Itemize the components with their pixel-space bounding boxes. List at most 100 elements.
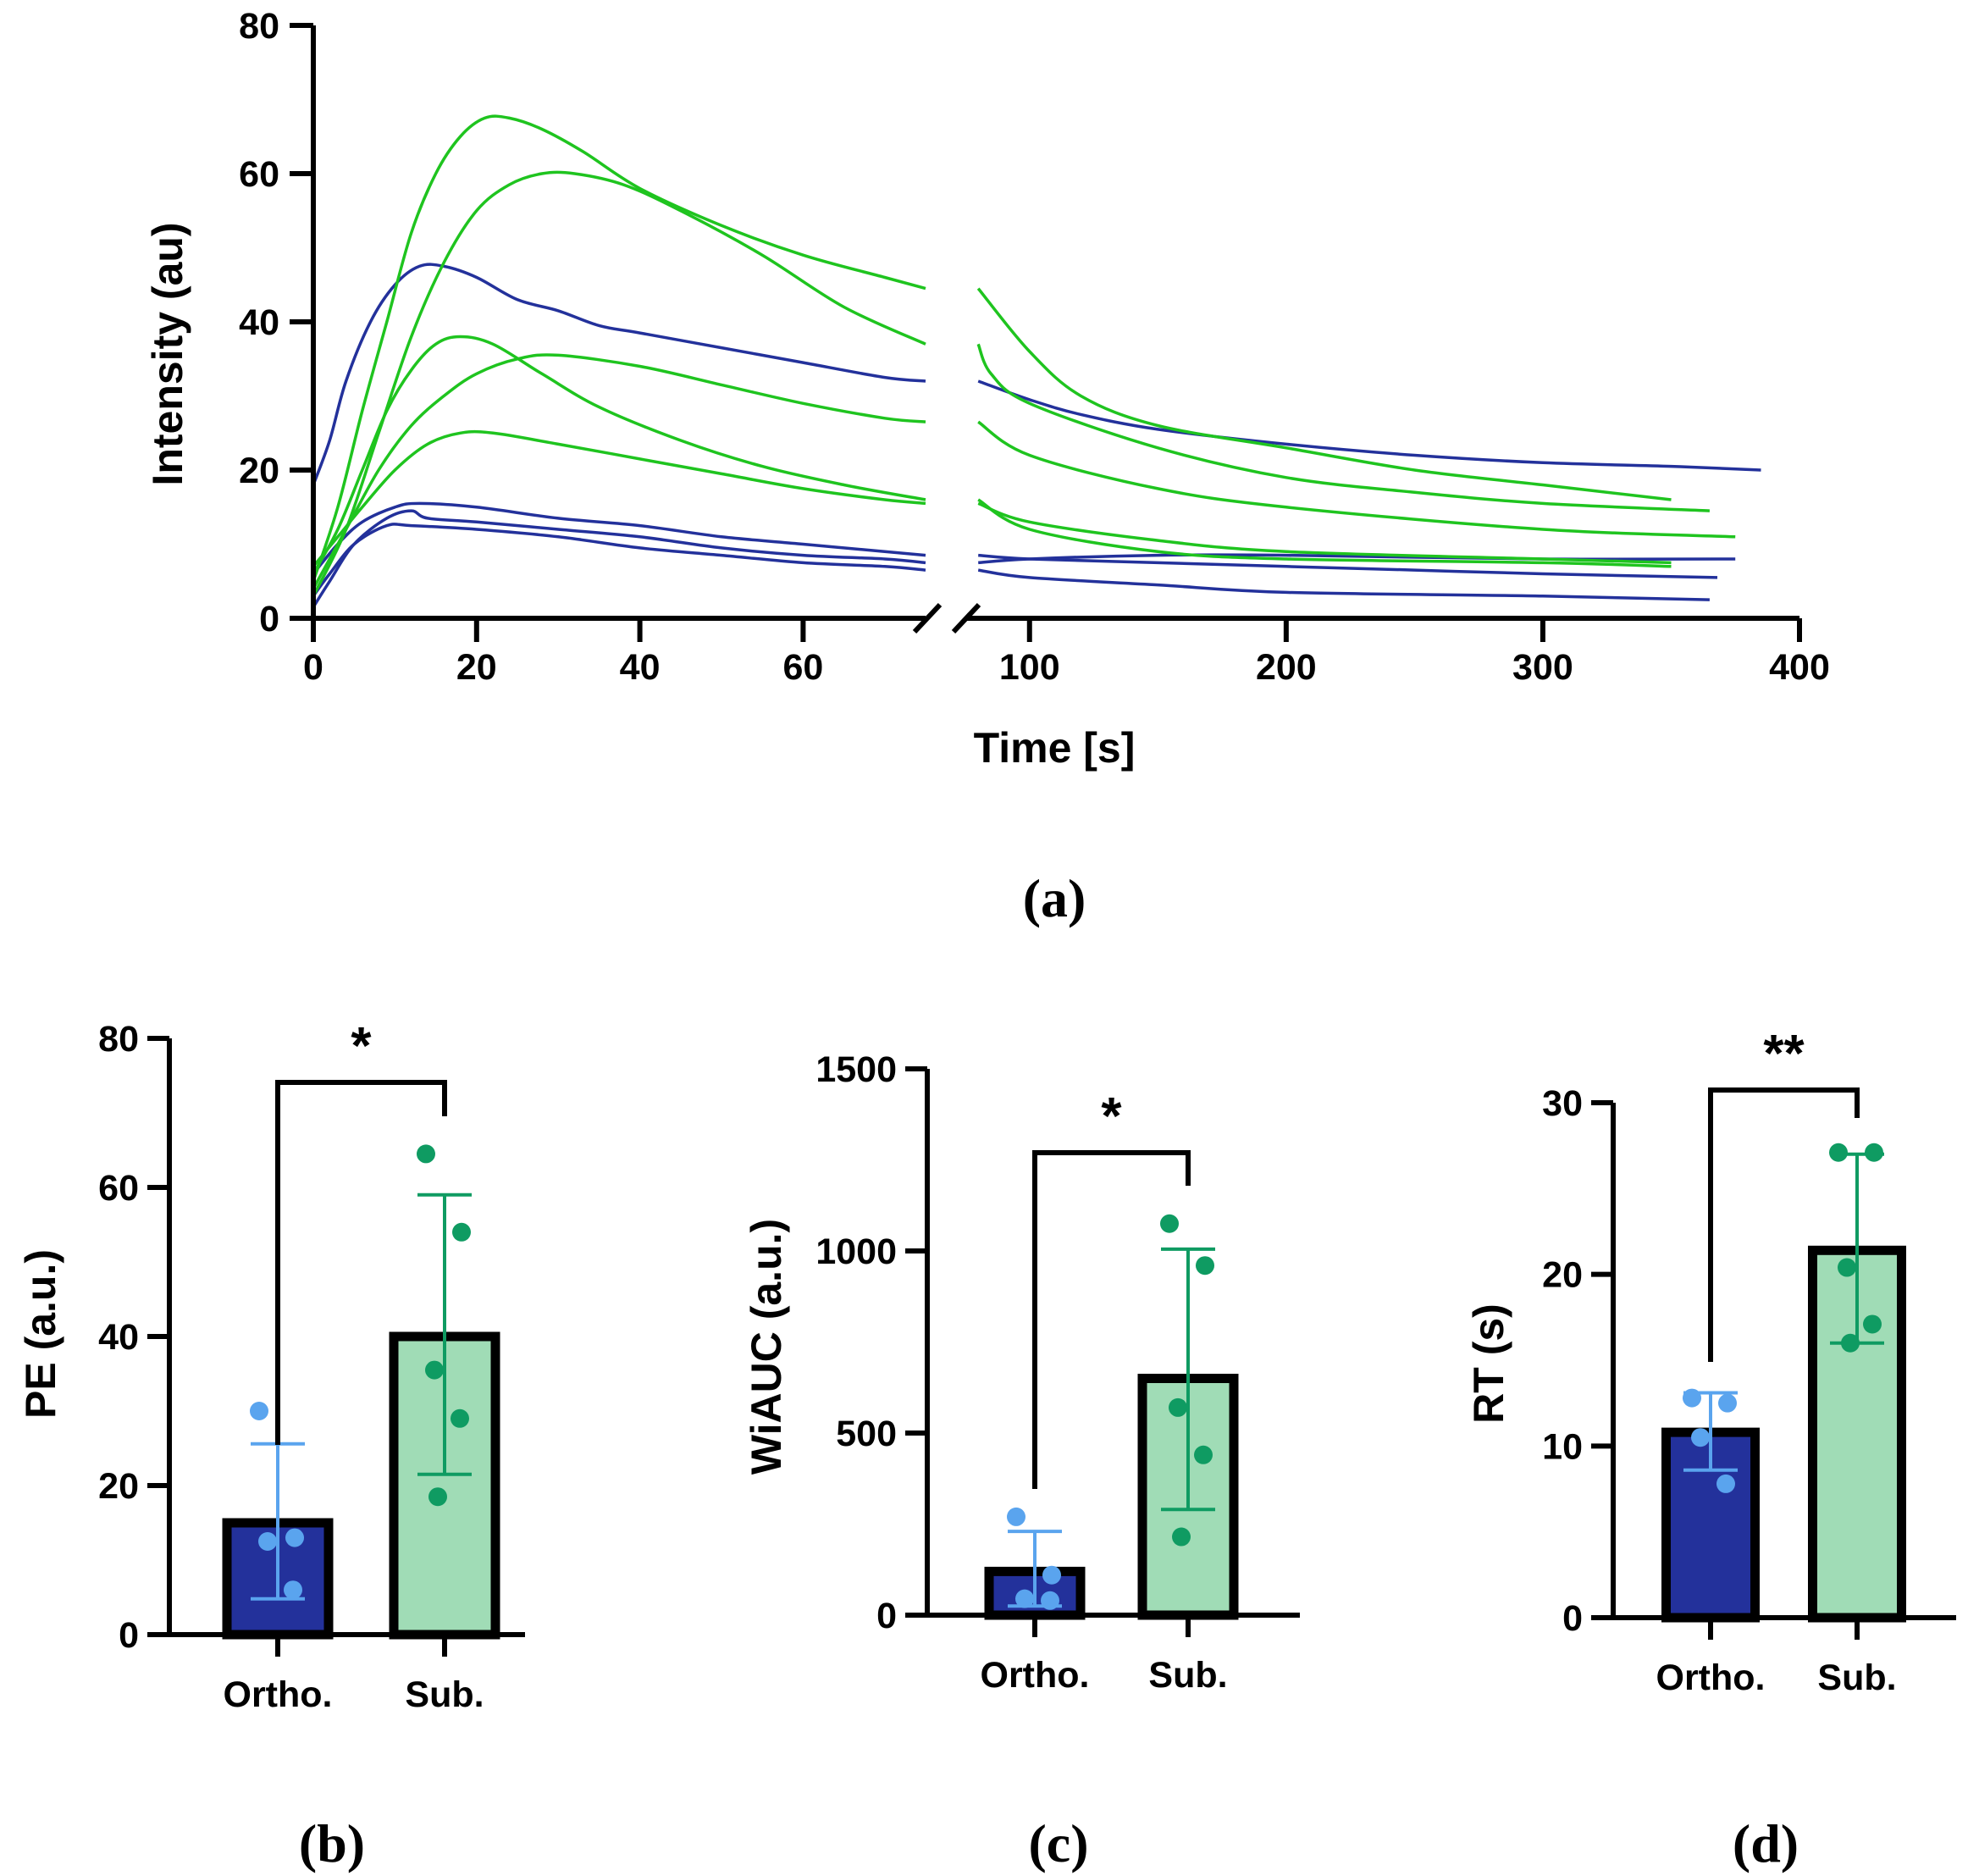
x-tick-label: Sub. (405, 1674, 484, 1715)
y-tick-label: 40 (98, 1317, 139, 1358)
y-tick-label: 80 (98, 1019, 139, 1060)
y-tick-label: 10 (1542, 1426, 1583, 1467)
data-point (1169, 1397, 1187, 1417)
significance-bracket (275, 1080, 447, 1445)
data-point (1841, 1333, 1860, 1353)
y-axis-label: WiAUC (a.u.) (743, 1219, 790, 1475)
series-6-segment-1-line (312, 170, 926, 597)
data-point (1042, 1565, 1061, 1585)
x-tick-label: Sub. (1817, 1657, 1896, 1698)
data-point (1683, 1388, 1701, 1408)
series-8-segment-1-line (312, 353, 926, 589)
data-point (425, 1360, 444, 1380)
y-axis-label: Intensity (au) (144, 222, 191, 485)
y-tick-label: 20 (98, 1466, 139, 1507)
data-point (258, 1532, 277, 1551)
x-tick-label: 20 (456, 647, 497, 688)
y-tick-label: 20 (1542, 1255, 1583, 1296)
y-tick-label: 500 (836, 1414, 897, 1454)
significance-bracket (1708, 1087, 1860, 1362)
x-tick-label: Ortho. (224, 1674, 333, 1715)
panel-b-bar-chart: 0 20 40 60 80 Ortho. Sub. * PE (a.u.) (b) (17, 1017, 525, 1873)
data-point (1865, 1143, 1883, 1162)
series-2-segment-1-line (312, 501, 926, 575)
data-point (250, 1402, 268, 1420)
plot-area: 0 500 1000 1500 Ortho. Sub. * (815, 1049, 1300, 1696)
data-point (1716, 1474, 1735, 1493)
data-point (1863, 1314, 1882, 1334)
panel-label: (b) (299, 1813, 365, 1873)
panel-d-bar-chart: 0 10 20 30 Ortho. Sub. ** RT (s) (d) (1465, 1025, 1956, 1873)
line-series-group (312, 114, 1761, 608)
panel-c-bar-chart: 0 500 1000 1500 Ortho. Sub. * WiAUC (a.u.) (c) (743, 1049, 1300, 1873)
series-9-segment-1-line (312, 429, 926, 567)
panel-a-line-chart: 0 20 40 60 80 0 20 40 60 100 200 300 400 Time [s] In… (144, 6, 1830, 928)
significance-bracket (1032, 1150, 1191, 1489)
data-point (451, 1408, 469, 1428)
y-axis-label: RT (s) (1465, 1303, 1512, 1424)
panel-label: (d) (1733, 1813, 1799, 1873)
y-tick-label: 60 (239, 154, 279, 195)
data-point (1041, 1591, 1059, 1610)
data-point (1194, 1445, 1213, 1464)
axis-break-mark (912, 602, 943, 634)
series-8-segment-2-line (977, 420, 1736, 539)
plot-area: 0 10 20 30 Ortho. Sub. ** (1542, 1025, 1956, 1698)
data-point (1015, 1589, 1034, 1608)
x-tick-label: 0 (303, 647, 323, 688)
series-7-segment-2-line (977, 498, 1672, 568)
data-point (1829, 1143, 1848, 1162)
y-tick-label: 0 (119, 1615, 139, 1656)
y-tick-label: 20 (239, 451, 279, 491)
y-tick-label: 1000 (815, 1231, 897, 1272)
data-point (428, 1487, 447, 1507)
axis-break-mark (951, 602, 981, 634)
significance-marker: * (1101, 1087, 1122, 1146)
series-7-segment-1-line (312, 335, 926, 575)
y-tick-label: 0 (876, 1596, 897, 1636)
x-tick-label: 60 (782, 647, 823, 688)
panel-label: (c) (1028, 1813, 1088, 1873)
data-point (1691, 1428, 1710, 1447)
series-1-segment-1-line (312, 263, 926, 486)
axes: 0 20 40 60 80 0 20 40 60 100 200 300 400 (239, 6, 1830, 688)
y-tick-label: 30 (1542, 1083, 1583, 1124)
significance-marker: ** (1763, 1025, 1805, 1083)
series-4-segment-2-line (977, 568, 1710, 601)
series-5-segment-2-line (976, 287, 1672, 501)
y-tick-label: 40 (239, 302, 279, 343)
x-tick-label: Ortho. (981, 1655, 1090, 1696)
series-1-segment-2-line (977, 379, 1761, 472)
x-axis-label: Time [s] (974, 724, 1136, 772)
data-point (285, 1528, 304, 1547)
panel-label: (a) (1023, 868, 1086, 928)
y-axis-label: PE (a.u.) (17, 1249, 64, 1419)
x-tick-label: Sub. (1148, 1655, 1227, 1696)
series-6-segment-2-line (976, 343, 1710, 512)
series-9-segment-2-line (977, 501, 1672, 565)
data-point (1838, 1258, 1856, 1277)
x-tick-label: Ortho. (1656, 1657, 1766, 1698)
plot-area: 0 20 40 60 80 Ortho. Sub. * (98, 1017, 525, 1715)
data-point (284, 1580, 302, 1600)
y-tick-label: 0 (259, 599, 279, 639)
y-tick-label: 1500 (815, 1049, 897, 1090)
data-point (1718, 1393, 1737, 1413)
data-point (1172, 1527, 1191, 1547)
data-point (1160, 1214, 1179, 1233)
x-tick-label: 300 (1512, 647, 1573, 688)
x-tick-label: 400 (1769, 647, 1830, 688)
y-tick-label: 80 (239, 6, 279, 47)
series-2-segment-2-line (978, 553, 1718, 579)
data-point (1007, 1507, 1025, 1526)
x-tick-label: 40 (620, 647, 661, 688)
y-tick-label: 60 (98, 1168, 139, 1209)
data-point (1196, 1256, 1214, 1276)
series-4-segment-1-line (312, 523, 926, 597)
series-5-segment-1-line (312, 114, 926, 582)
x-tick-label: 200 (1256, 647, 1317, 688)
data-point (452, 1222, 471, 1242)
y-tick-label: 0 (1562, 1598, 1583, 1639)
x-tick-label: 100 (999, 647, 1060, 688)
